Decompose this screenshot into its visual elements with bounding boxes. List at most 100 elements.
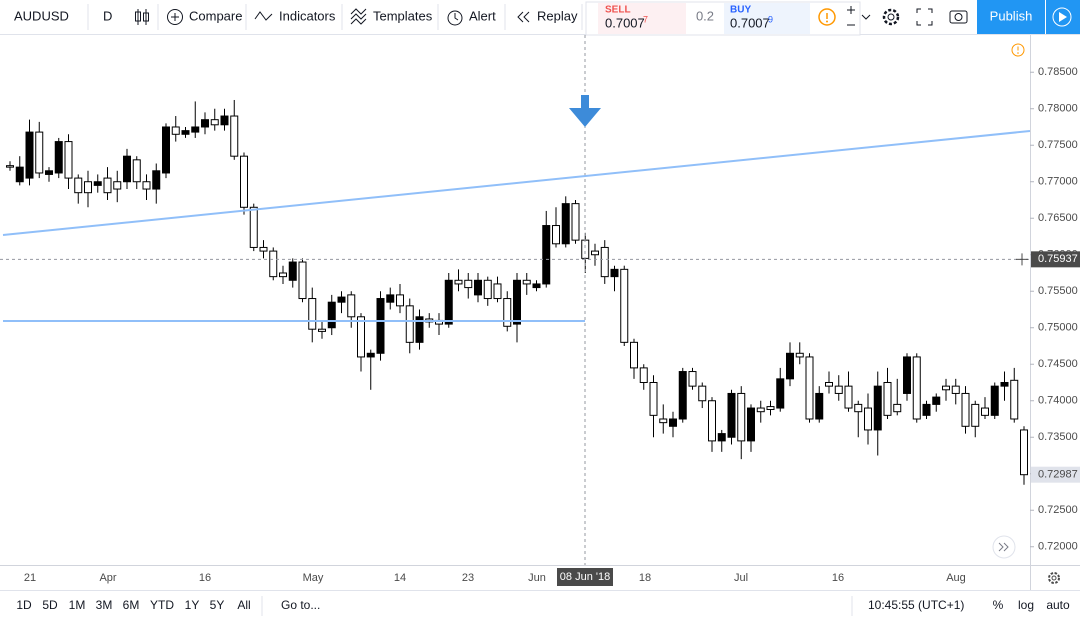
stream-icon: [1052, 7, 1072, 27]
x-tick-label: 23: [462, 572, 474, 584]
publish-button[interactable]: [977, 0, 1045, 34]
range-button[interactable]: 1Y: [185, 598, 200, 612]
sell-box[interactable]: [598, 3, 686, 34]
candle-body: [903, 356, 911, 394]
candle-body: [834, 385, 843, 394]
candle-body: [805, 356, 814, 420]
interval[interactable]: D: [103, 8, 112, 23]
range-button[interactable]: 6M: [123, 598, 140, 612]
candle-body: [142, 181, 151, 190]
candle-body: [93, 181, 102, 186]
axis-settings[interactable]: [1048, 572, 1060, 584]
range-button[interactable]: 3M: [96, 598, 113, 612]
x-tick-label: Jul: [734, 572, 748, 584]
crosshair-price-label: 0.75937: [1038, 253, 1078, 265]
range-button[interactable]: 5Y: [210, 598, 225, 612]
range-button[interactable]: 1M: [69, 598, 86, 612]
x-tick-label: 14: [394, 572, 406, 584]
auto-toggle[interactable]: auto: [1046, 598, 1070, 612]
candle-body: [883, 381, 892, 416]
candle-body: [123, 155, 131, 183]
arrow-marker[interactable]: [569, 95, 601, 127]
replay-button[interactable]: Replay: [537, 8, 578, 23]
crosshair-price-box: [1031, 251, 1080, 268]
candle-body: [854, 403, 863, 413]
y-tick-label: 0.73500: [1038, 431, 1078, 443]
candle-body: [464, 279, 473, 289]
chart-style-button[interactable]: [135, 9, 149, 25]
percent-toggle[interactable]: %: [993, 598, 1004, 612]
snapshot-icon[interactable]: [949, 10, 968, 24]
candle-body: [25, 131, 34, 179]
candle-body: [15, 166, 24, 183]
range-button[interactable]: YTD: [150, 598, 174, 612]
candle-body: [240, 155, 248, 208]
candle-body: [552, 225, 560, 245]
buy-label: BUY: [730, 5, 751, 16]
candle-body: [513, 279, 521, 325]
candle-body: [279, 272, 287, 278]
candle-body: [74, 177, 83, 194]
zoom-buttons[interactable]: [847, 6, 855, 26]
warning-icon: [1011, 43, 1025, 57]
range-button[interactable]: 1D: [16, 598, 32, 612]
crosshair-date-label: 08 Jun '18: [560, 571, 610, 583]
candle-body: [318, 328, 326, 332]
candle-body: [259, 246, 268, 252]
candle-body: [649, 381, 658, 416]
candle-body: [873, 385, 882, 431]
dropdown-arrow[interactable]: [861, 14, 871, 20]
goto-button[interactable]: Go to...: [281, 598, 320, 612]
candle-body: [405, 305, 414, 343]
candle-body: [776, 378, 785, 409]
candle-body: [990, 385, 999, 416]
compare-button[interactable]: Compare: [189, 8, 242, 23]
settings-icon[interactable]: [882, 8, 900, 26]
buy-pip: 9: [768, 14, 773, 24]
x-tick-label: Jun: [528, 572, 546, 584]
buy-box[interactable]: [724, 3, 810, 34]
last-price-box: [1031, 466, 1080, 483]
candle-body: [708, 400, 716, 442]
x-tick-label: Aug: [946, 572, 966, 584]
buy-price: 0.7007: [730, 15, 770, 30]
candle-body: [64, 141, 73, 179]
scroll-right-button[interactable]: [992, 535, 1016, 559]
candle-body: [113, 181, 122, 190]
log-toggle[interactable]: log: [1018, 598, 1034, 612]
range-button[interactable]: 5D: [42, 598, 58, 612]
candle-body: [396, 294, 404, 307]
candle-body: [688, 371, 697, 387]
fullscreen-icon[interactable]: [916, 8, 933, 26]
candle-body: [493, 283, 502, 300]
candle-body: [756, 407, 765, 413]
candle-body: [376, 298, 385, 354]
candle-body: [103, 177, 112, 194]
trend-line[interactable]: [2, 130, 1031, 236]
templates-button[interactable]: Templates: [373, 8, 433, 23]
y-tick-label: 0.72500: [1038, 504, 1078, 516]
candle-body: [386, 294, 395, 303]
range-button[interactable]: All: [237, 598, 250, 612]
y-tick-label: 0.72000: [1038, 541, 1078, 553]
candle-body: [483, 279, 492, 300]
y-tick-label: 0.75500: [1038, 285, 1078, 297]
indicators-button[interactable]: Indicators: [279, 8, 336, 23]
candle-body: [347, 294, 356, 318]
stream-icon-play: [1059, 12, 1067, 22]
candle-body: [1020, 429, 1028, 476]
symbol[interactable]: AUDUSD: [14, 8, 69, 23]
alert-button[interactable]: Alert: [469, 8, 496, 23]
candle-body: [591, 250, 599, 256]
candle-body: [971, 403, 980, 427]
info-icon[interactable]: [818, 8, 836, 26]
candle-body: [659, 418, 668, 424]
candle-body: [45, 170, 53, 175]
candle-body: [1010, 379, 1019, 420]
candle-body: [737, 392, 746, 442]
candle-body: [54, 141, 63, 174]
candle-body: [630, 341, 638, 369]
trade-panel: SELL 0.7007 7 0.2 BUY 0.7007 9: [585, 1, 871, 36]
